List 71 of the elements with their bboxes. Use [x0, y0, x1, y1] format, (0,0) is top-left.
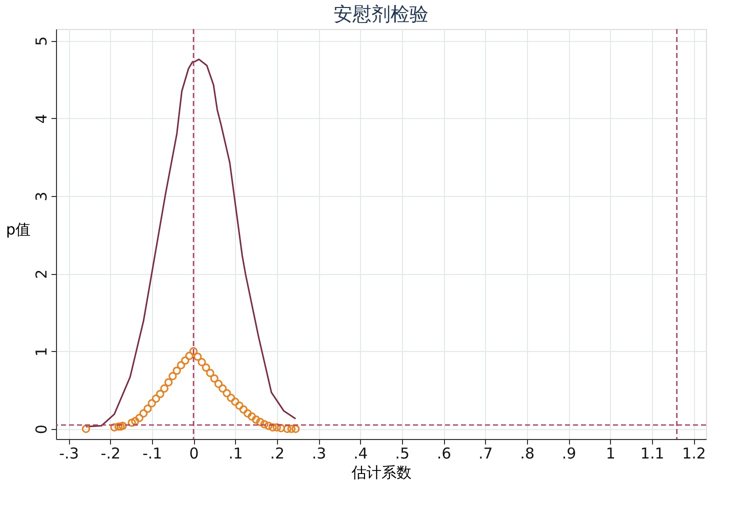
point	[144, 404, 152, 413]
point	[226, 394, 236, 402]
x-tick-label: .2	[270, 444, 284, 462]
y-tick-label: 4	[32, 114, 50, 124]
point	[148, 399, 156, 408]
point	[222, 389, 231, 398]
point	[244, 409, 252, 418]
point	[181, 356, 190, 365]
point	[210, 374, 218, 383]
point	[256, 418, 264, 426]
point	[272, 423, 281, 432]
point	[185, 352, 194, 360]
point	[176, 361, 186, 370]
point	[156, 390, 164, 398]
y-tick-label: 0	[32, 424, 50, 434]
x-tick-label: .5	[395, 444, 410, 462]
point	[160, 384, 168, 393]
point	[252, 415, 260, 424]
x-tick-label: .6	[436, 444, 452, 462]
point	[260, 420, 268, 428]
y-tick-label: 5	[32, 36, 50, 46]
y-tick-label: 1	[32, 346, 50, 357]
point	[264, 422, 273, 430]
x-tick-label: 1.2	[682, 444, 706, 462]
point	[206, 368, 214, 378]
point	[268, 423, 277, 432]
x-tick-label: .3	[312, 444, 326, 462]
x-tick-label: .4	[354, 444, 368, 462]
x-tick-label: -.1	[142, 444, 162, 462]
line-series	[85, 58, 296, 428]
x-tick-label: .1	[228, 444, 243, 462]
point	[116, 422, 125, 431]
point	[283, 424, 292, 434]
x-tick-label: .9	[562, 444, 576, 462]
x-axis-title: 估计系数	[350, 464, 412, 482]
point	[135, 414, 144, 422]
point	[118, 422, 127, 430]
y-axis-title: p值	[6, 220, 30, 238]
point	[291, 424, 300, 434]
point	[189, 347, 198, 356]
point	[198, 358, 206, 366]
point	[139, 409, 148, 418]
point	[168, 372, 177, 380]
point	[239, 405, 248, 414]
point	[218, 384, 227, 393]
point	[194, 352, 202, 361]
point	[276, 424, 286, 432]
y-tick-label: 2	[32, 269, 50, 279]
point	[152, 394, 160, 403]
point	[82, 424, 90, 434]
point	[128, 418, 136, 427]
point	[110, 423, 118, 432]
y-tick-label: 3	[32, 192, 50, 202]
point	[287, 424, 296, 434]
point	[172, 366, 181, 375]
point	[164, 378, 173, 386]
x-tick-label: -.2	[100, 444, 121, 462]
point	[214, 380, 223, 388]
x-tick-label: 0	[189, 444, 199, 462]
point	[248, 412, 256, 421]
chart-title: 安慰剂检验	[334, 3, 428, 26]
point	[231, 398, 240, 406]
x-tick-label: 1.1	[640, 444, 664, 462]
x-tick-label: 1	[606, 444, 616, 462]
x-tick-label: .7	[478, 444, 493, 462]
point	[131, 417, 140, 426]
point	[114, 422, 123, 431]
x-tick-label: -.3	[59, 444, 79, 462]
point	[235, 402, 244, 410]
point	[202, 363, 210, 372]
x-tick-label: .8	[520, 444, 534, 462]
